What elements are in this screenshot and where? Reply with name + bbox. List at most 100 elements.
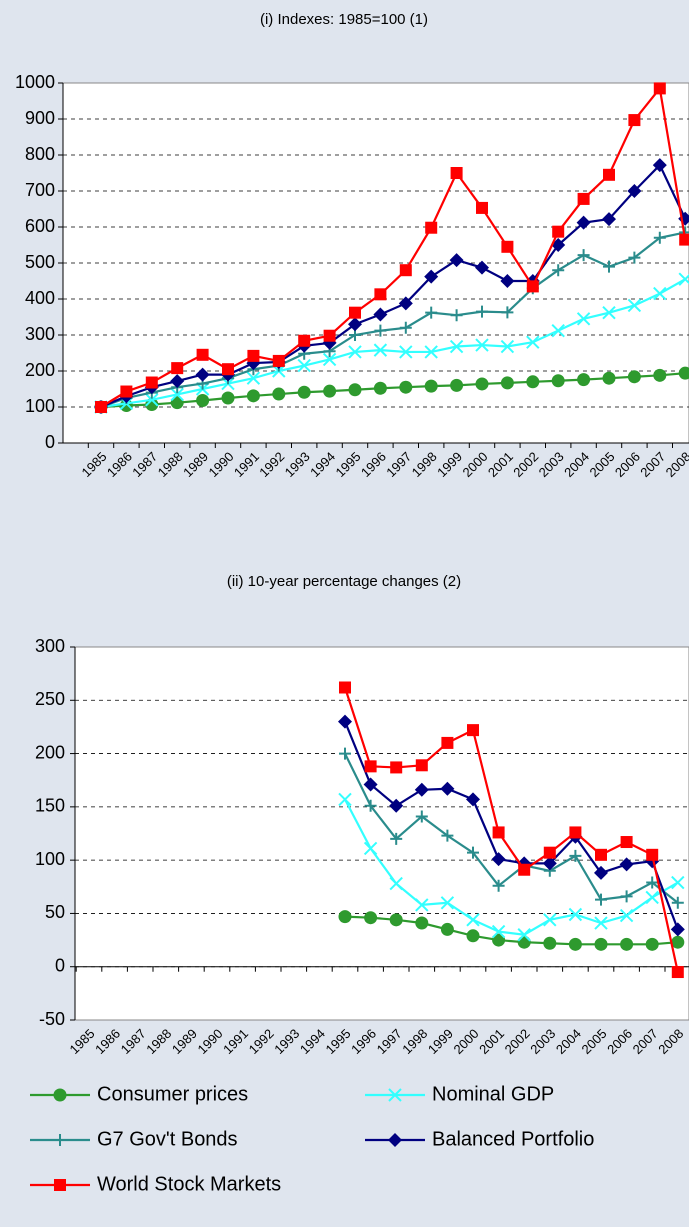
data-point [389, 798, 404, 813]
data-point [339, 681, 351, 694]
data-point [602, 212, 616, 227]
data-point [646, 876, 659, 889]
chart-title: (ii) 10-year percentage changes (2) [227, 573, 461, 590]
data-point [671, 935, 685, 949]
data-point [425, 306, 438, 319]
x-tick-label: 2000 [459, 449, 490, 480]
x-tick-label: 1995 [322, 1026, 353, 1057]
x-tick-label: 2002 [510, 449, 541, 480]
x-tick-label: 2007 [630, 1026, 661, 1057]
data-point [390, 761, 403, 774]
data-point [476, 201, 488, 214]
data-point [671, 896, 684, 909]
data-point [425, 221, 438, 234]
x-tick-label: 1985 [66, 1026, 97, 1057]
data-point [399, 345, 413, 359]
data-point [475, 338, 489, 352]
data-point [602, 305, 616, 320]
legend-label: Nominal GDP [432, 1083, 554, 1105]
data-point [348, 317, 362, 332]
data-point [415, 810, 428, 823]
data-point [363, 841, 378, 856]
data-point [95, 401, 107, 413]
data-point [373, 307, 388, 322]
data-point [627, 298, 642, 313]
data-point [569, 849, 582, 862]
data-point [646, 848, 659, 861]
data-point [450, 309, 463, 322]
data-point [627, 184, 642, 198]
data-point [364, 760, 377, 773]
data-point [399, 321, 412, 334]
y-tick-label: 100 [35, 849, 65, 869]
data-point [120, 385, 133, 398]
data-point [602, 371, 616, 385]
x-tick-label: 1992 [246, 1026, 277, 1057]
data-point [364, 911, 378, 925]
data-point [449, 339, 464, 354]
data-point [603, 260, 615, 273]
data-point [297, 385, 311, 399]
data-point [450, 378, 464, 392]
y-tick-label: 50 [45, 902, 65, 922]
data-point [628, 251, 641, 264]
data-point [568, 907, 583, 922]
data-point [170, 374, 185, 389]
data-point [339, 747, 351, 760]
x-tick-label: 1993 [282, 449, 313, 480]
data-point [526, 375, 540, 389]
x-tick-label: 1992 [256, 449, 287, 480]
data-point [390, 832, 403, 845]
x-tick-label: 2007 [637, 449, 668, 480]
data-point [415, 759, 428, 772]
data-point [297, 358, 311, 373]
data-point [272, 354, 285, 367]
data-point [170, 387, 184, 402]
legend-marker [54, 1134, 66, 1146]
data-point [246, 389, 260, 403]
data-point [653, 231, 666, 244]
data-point [389, 913, 403, 927]
x-tick-label: 1990 [205, 449, 236, 480]
data-point [653, 286, 667, 301]
y-tick-label: 700 [25, 180, 55, 200]
x-tick-label: 1987 [118, 1026, 149, 1057]
data-point [551, 374, 565, 388]
data-point [221, 391, 235, 405]
data-point [475, 377, 489, 391]
data-point [645, 890, 659, 905]
x-tick-label: 1996 [348, 1026, 379, 1057]
chart-title: (i) Indexes: 1985=100 (1) [260, 11, 428, 28]
data-point [475, 260, 489, 275]
legend-marker [388, 1133, 402, 1147]
data-point [389, 876, 403, 891]
legend-label: G7 Gov't Bonds [97, 1128, 238, 1150]
x-tick-label: 1989 [169, 1026, 200, 1057]
data-point [620, 937, 634, 951]
data-point [338, 792, 352, 807]
x-tick-label: 2003 [536, 449, 567, 480]
legend-marker [54, 1179, 66, 1191]
data-point [517, 935, 531, 949]
data-point [595, 848, 607, 861]
data-point [449, 253, 464, 268]
x-tick-label: 1991 [220, 1026, 251, 1057]
data-point [594, 937, 608, 951]
data-point [620, 836, 633, 849]
data-point [415, 898, 429, 912]
x-tick-label: 1997 [383, 449, 414, 480]
data-point [594, 916, 608, 930]
data-point [441, 829, 454, 842]
data-point [440, 781, 455, 796]
legend-marker [53, 1088, 67, 1102]
data-point [500, 274, 515, 288]
data-point [594, 865, 608, 880]
y-tick-label: 200 [35, 742, 65, 762]
legend-label: World Stock Markets [97, 1173, 281, 1195]
data-point [450, 167, 463, 179]
x-tick-label: 1999 [425, 1026, 456, 1057]
y-tick-label: 250 [35, 689, 65, 709]
data-point [272, 387, 286, 401]
